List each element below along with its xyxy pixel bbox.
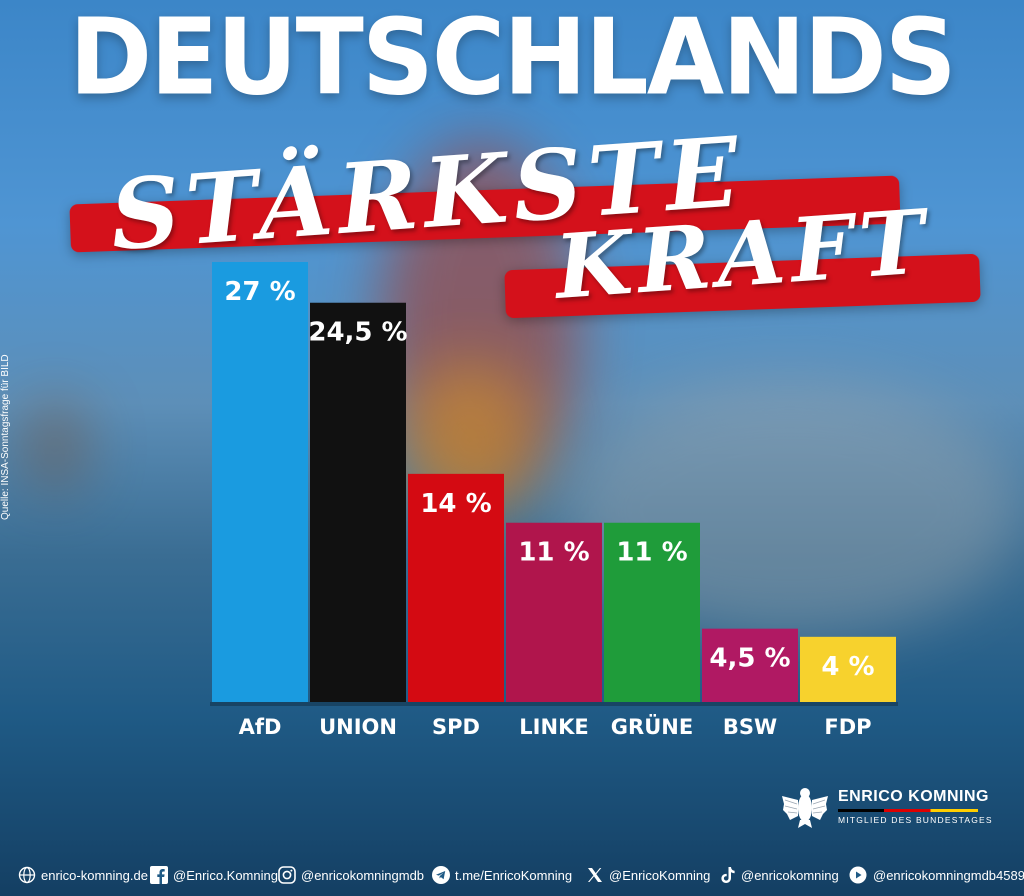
category-label: GRÜNE (611, 714, 693, 739)
category-label: UNION (319, 715, 397, 739)
footer-link-text: @enricokomningmdb (301, 867, 425, 883)
branding-logo: ENRICO KOMNING MITGLIED DES BUNDESTAGES (780, 782, 993, 832)
bar-gr-ne (604, 522, 700, 702)
footer-link-website[interactable]: enrico-komning.de (18, 866, 148, 884)
footer-link-text: @enricokomning (741, 867, 839, 883)
bar-value-label: 4,5 % (709, 644, 790, 674)
branding-name: ENRICO KOMNING (838, 788, 989, 805)
bar-value-label: 4 % (821, 652, 874, 682)
bar-fdp (800, 636, 896, 702)
chart-baseline-shadow (210, 702, 898, 706)
branding-role: MITGLIED DES BUNDESTAGES (838, 815, 993, 825)
bar-linke (506, 522, 602, 702)
telegram-icon (432, 866, 450, 884)
flag-stripe (838, 809, 978, 812)
bar-bsw (702, 628, 798, 702)
footer-link-text: @Enrico.Komning (173, 867, 278, 883)
footer-link-instagram[interactable]: @enricokomningmdb (278, 866, 424, 884)
category-label: SPD (432, 715, 480, 739)
tiktok-icon (721, 867, 735, 883)
x-icon (588, 868, 602, 882)
category-label: FDP (824, 715, 871, 739)
bar-value-label: 11 % (518, 538, 589, 568)
facebook-icon (150, 866, 168, 884)
footer-social-bar: enrico-komning.de @Enrico.Komning @enric… (0, 860, 1024, 890)
bar-value-label: 24,5 % (308, 318, 407, 348)
footer-link-text: @enricokomningmdb4589 (873, 867, 1024, 883)
bar-value-label: 11 % (616, 538, 687, 568)
bar-spd (408, 473, 504, 702)
footer-link-youtube[interactable]: @enricokomningmdb4589 (848, 866, 1024, 884)
footer-link-x[interactable]: @EnricoKomning (586, 866, 710, 884)
bar-value-label: 14 % (420, 489, 491, 519)
category-label: AfD (239, 715, 282, 739)
bar-union (310, 302, 406, 702)
footer-link-tiktok[interactable]: @enricokomning (720, 866, 839, 884)
globe-icon (18, 866, 36, 884)
bar-afd (212, 262, 308, 702)
youtube-icon (849, 866, 867, 884)
category-label: BSW (723, 715, 777, 739)
background-small-flag-blur (25, 400, 85, 490)
bundesadler-icon (782, 788, 828, 828)
footer-link-telegram[interactable]: t.me/EnricoKomning (432, 866, 572, 884)
bar-value-label: 27 % (224, 277, 295, 307)
category-label: LINKE (519, 715, 588, 739)
footer-link-text: t.me/EnricoKomning (455, 867, 573, 883)
footer-link-text: @EnricoKomning (609, 867, 711, 883)
footer-link-text: enrico-komning.de (41, 867, 148, 883)
footer-link-facebook[interactable]: @Enrico.Komning (150, 866, 278, 884)
page-title: DEUTSCHLANDS (69, 0, 957, 119)
instagram-icon (278, 866, 296, 884)
